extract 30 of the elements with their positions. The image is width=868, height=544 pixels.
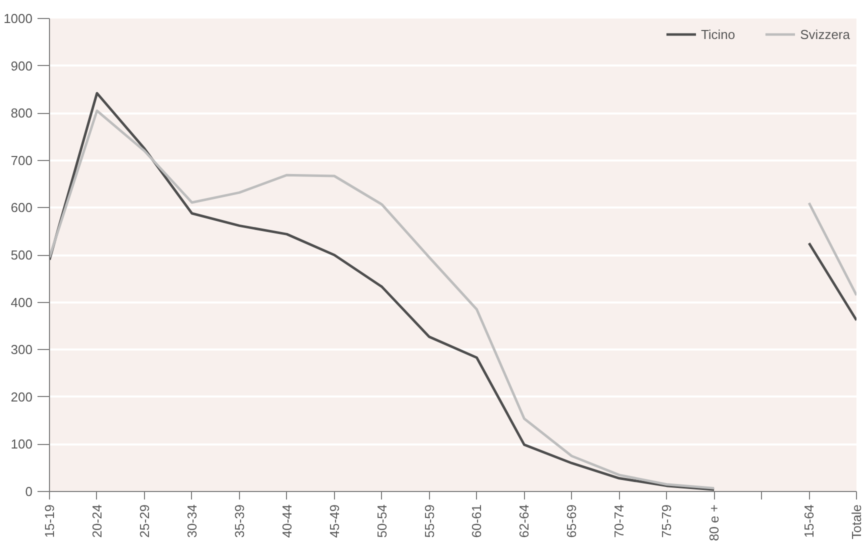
- x-tick-label: 15-19: [42, 504, 57, 538]
- x-tick-label: 62-64: [516, 504, 532, 538]
- y-tick-label: 600: [10, 200, 33, 216]
- x-tick-label: 35-39: [232, 504, 247, 538]
- x-tick-label: 70-74: [612, 504, 627, 538]
- y-tick-label: 400: [10, 294, 33, 310]
- y-tick-label: 0: [25, 484, 33, 499]
- x-tick-label: 65-69: [564, 504, 580, 538]
- legend-label: Ticino: [700, 26, 736, 42]
- y-tick-label: 300: [10, 342, 33, 358]
- x-tick-label: 15-64: [802, 504, 817, 538]
- legend-label: Svizzera: [800, 26, 850, 42]
- x-tick-label: 30-34: [184, 504, 200, 538]
- x-tick-label: 75-79: [659, 504, 674, 538]
- y-tick-label: 700: [10, 152, 33, 168]
- y-tick-label: 900: [10, 58, 33, 74]
- x-tick-label: 60-61: [469, 504, 484, 538]
- y-tick-label: 500: [10, 248, 33, 262]
- x-tick-label: 50-54: [374, 504, 390, 538]
- y-tick-label: 200: [10, 389, 33, 404]
- x-tick-label: 80 e +: [706, 504, 722, 542]
- y-tick-label: 800: [10, 106, 33, 121]
- x-tick-label: Totale: [849, 504, 864, 540]
- y-tick-label: 100: [10, 436, 33, 452]
- x-tick-label: 55-59: [422, 504, 437, 538]
- x-tick-label: 40-44: [279, 504, 294, 538]
- x-tick-label: 45-49: [326, 504, 342, 538]
- y-tick-label: 1000: [4, 11, 32, 26]
- x-tick-label: 25-29: [136, 504, 152, 538]
- x-tick-label: 20-24: [89, 504, 104, 538]
